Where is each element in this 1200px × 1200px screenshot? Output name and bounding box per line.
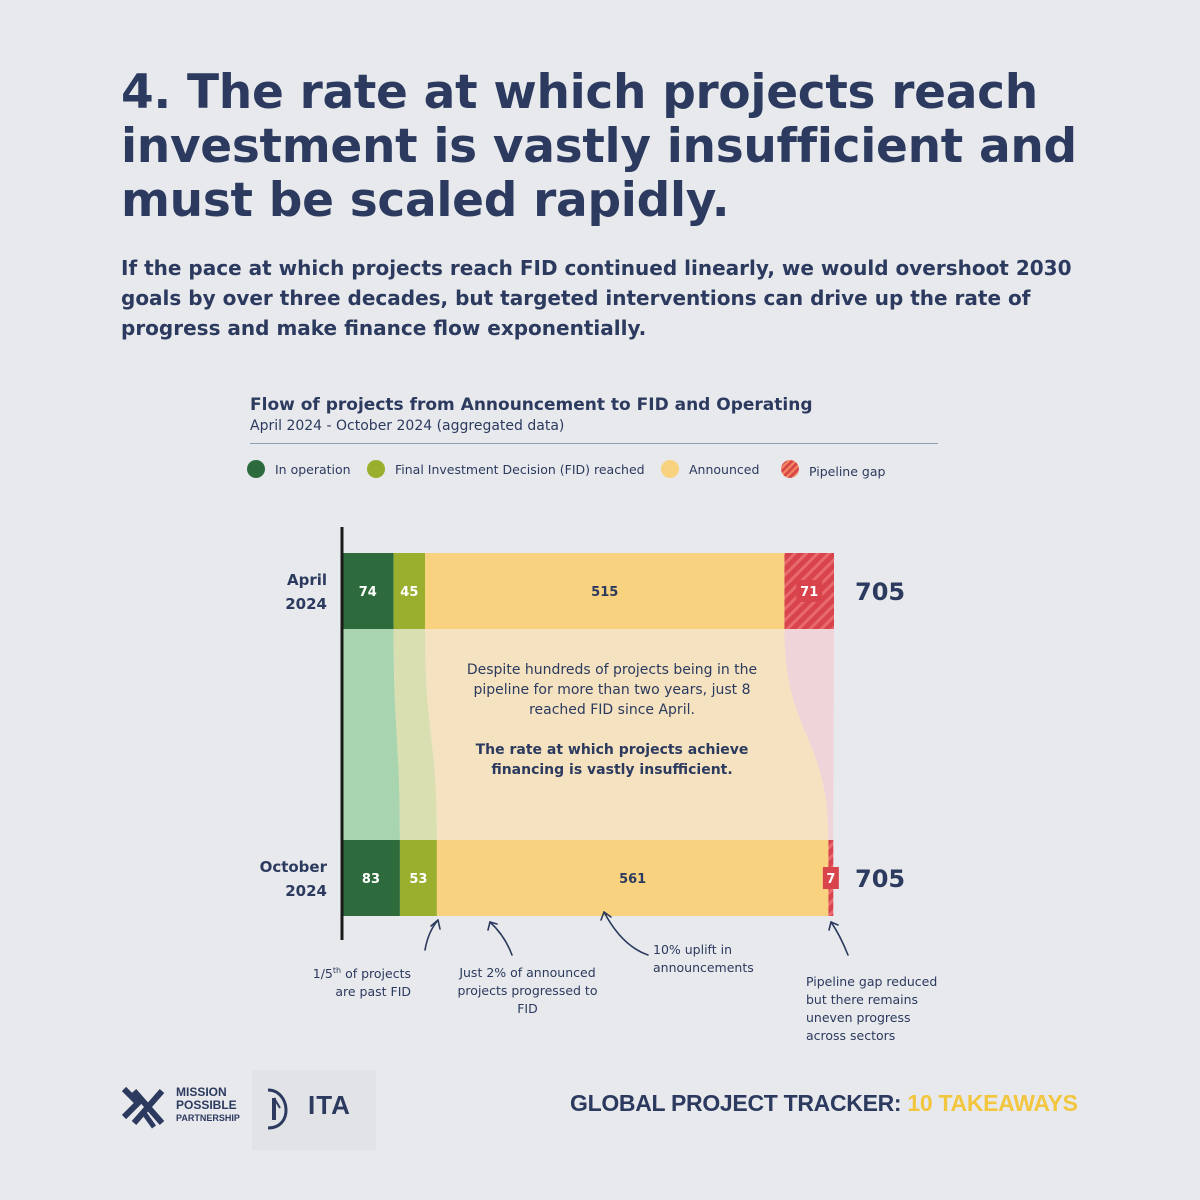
legend-swatch-pipeline-gap bbox=[781, 460, 799, 478]
annotation-past-fid-sup: th bbox=[332, 966, 342, 975]
center-note-text: Despite hundreds of projects being in th… bbox=[466, 662, 758, 718]
mpp-line2: POSSIBLE bbox=[176, 1098, 237, 1112]
headline: 4. The rate at which projects reach inve… bbox=[121, 65, 1077, 228]
row-label-april-2024-line1: April bbox=[287, 571, 327, 589]
footer-brand-highlight: 10 TAKEAWAYS bbox=[907, 1090, 1078, 1116]
mission-possible-icon bbox=[121, 1086, 165, 1129]
arrowhead-gap bbox=[828, 921, 839, 931]
bar-announced-april-2024 bbox=[425, 553, 785, 629]
legend-label-in-operation: In operation bbox=[275, 462, 351, 477]
value-label-final-investment-decision-fid-reached-october-2024: 53 bbox=[409, 872, 427, 887]
total-label-october-2024: 705 bbox=[855, 865, 905, 893]
mpp-line3: PARTNERSHIP bbox=[176, 1113, 240, 1123]
ita-logo-text: ITA bbox=[308, 1090, 351, 1120]
value-badge-pipeline-gap-october-2024 bbox=[822, 867, 839, 889]
value-label-in-operation-october-2024: 83 bbox=[362, 872, 380, 887]
subhead: If the pace at which projects reach FID … bbox=[121, 256, 1072, 340]
legend-label-announced: Announced bbox=[689, 462, 760, 477]
bar-announced-october-2024 bbox=[436, 840, 829, 916]
row-label-october-2024-line1: October bbox=[260, 858, 328, 876]
value-label-final-investment-decision-fid-reached-april-2024: 45 bbox=[400, 585, 418, 600]
flow-announced bbox=[425, 629, 829, 840]
arrowhead-uplift bbox=[600, 911, 612, 921]
mpp-line1: MISSION bbox=[176, 1085, 227, 1099]
center-note-emphasis: The rate at which projects achieve finan… bbox=[475, 742, 749, 778]
annotation-past-fid-line2: are past FID bbox=[335, 984, 411, 1000]
annotation-uplift: 10% uplift in announcements bbox=[653, 942, 754, 975]
total-label-april-2024: 705 bbox=[855, 578, 905, 606]
mission-possible-wordmark: MISSION POSSIBLE PARTNERSHIP bbox=[176, 1086, 240, 1125]
legend-swatch-in-operation bbox=[247, 460, 265, 478]
flow-final-investment-decision-fid-reached bbox=[393, 629, 437, 840]
value-label-announced-october-2024: 561 bbox=[619, 872, 646, 887]
legend-swatch-announced bbox=[661, 460, 679, 478]
chart-legend: In operation Final Investment Decision (… bbox=[0, 458, 1200, 484]
bar-final-investment-decision-fid-reached-april-2024 bbox=[393, 553, 426, 629]
legend-label-pipeline-gap: Pipeline gap bbox=[809, 464, 886, 479]
chart-title: Flow of projects from Announcement to FI… bbox=[250, 395, 813, 415]
annotation-past-fid-fraction: 1/5 bbox=[312, 966, 333, 982]
arrow-fid bbox=[424, 919, 439, 951]
row-label-april-2024-line2: 2024 bbox=[285, 595, 327, 613]
mission-possible-logo: MISSION POSSIBLE PARTNERSHIP bbox=[120, 1080, 260, 1136]
flow-in-operation bbox=[342, 629, 400, 840]
arrow-progressed bbox=[489, 921, 513, 956]
center-note: Despite hundreds of projects being in th… bbox=[452, 660, 772, 780]
flow-pipeline-gap bbox=[784, 629, 834, 840]
title-divider bbox=[250, 443, 938, 444]
ita-logo-box bbox=[252, 1070, 376, 1150]
chart-subtitle: April 2024 - October 2024 (aggregated da… bbox=[250, 418, 565, 434]
value-label-pipeline-gap-april-2024: 71 bbox=[800, 585, 818, 600]
arrowhead-fid bbox=[430, 919, 441, 930]
value-label-in-operation-april-2024: 74 bbox=[359, 585, 377, 600]
footer-brand: GLOBAL PROJECT TRACKER: 10 TAKEAWAYS bbox=[570, 1090, 1078, 1117]
annotation-past-fid-text: of projects bbox=[341, 966, 411, 982]
value-label-announced-april-2024: 515 bbox=[591, 585, 618, 600]
footer-brand-title: GLOBAL PROJECT TRACKER: bbox=[570, 1090, 902, 1116]
bar-in-operation-october-2024 bbox=[342, 840, 400, 916]
value-badge-pipeline-gap-april-2024 bbox=[796, 580, 823, 602]
arrow-uplift bbox=[603, 911, 649, 956]
arrow-gap bbox=[830, 921, 849, 956]
arrowhead-progressed bbox=[487, 921, 498, 931]
legend-label-fid: Final Investment Decision (FID) reached bbox=[395, 462, 645, 477]
ita-logo-icon bbox=[267, 1088, 288, 1130]
bar-final-investment-decision-fid-reached-october-2024 bbox=[399, 840, 437, 916]
legend-swatch-fid bbox=[367, 460, 385, 478]
annotation-progressed: Just 2% of announced projects progressed… bbox=[457, 965, 598, 1016]
row-label-october-2024-line2: 2024 bbox=[285, 882, 327, 900]
value-label-pipeline-gap-october-2024: 7 bbox=[826, 872, 835, 887]
annotation-past-fid: 1/5th of projects are past FID bbox=[296, 962, 411, 1001]
bar-in-operation-april-2024 bbox=[342, 553, 394, 629]
annotation-gap-reduced: Pipeline gap reduced but there remains u… bbox=[806, 974, 938, 1043]
